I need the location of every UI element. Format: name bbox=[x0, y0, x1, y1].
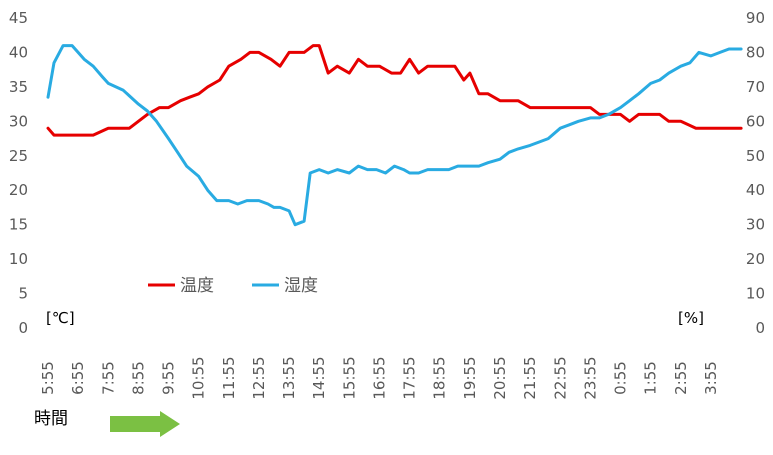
humidity-line bbox=[46, 44, 743, 227]
left-tick-label: 35 bbox=[9, 78, 28, 96]
left-tick-label: 30 bbox=[9, 112, 28, 130]
left-tick-label: 5 bbox=[18, 285, 28, 303]
x-tick-label: 0:55 bbox=[612, 361, 630, 395]
x-tick-label: 9:55 bbox=[160, 361, 178, 395]
legend-label-humidity: 湿度 bbox=[284, 276, 318, 296]
x-tick-label: 11:55 bbox=[220, 356, 238, 399]
right-tick-label: 50 bbox=[746, 147, 765, 165]
x-tick-label: 23:55 bbox=[581, 356, 599, 399]
x-tick-label: 6:55 bbox=[69, 361, 87, 395]
left-axis-unit: [℃] bbox=[46, 309, 75, 327]
left-tick-label: 20 bbox=[9, 181, 28, 199]
left-tick-label: 15 bbox=[9, 216, 28, 234]
x-tick-label: 5:55 bbox=[39, 361, 57, 395]
x-tick-label: 19:55 bbox=[461, 356, 479, 399]
left-tick-label: 10 bbox=[9, 250, 28, 268]
right-tick-label: 70 bbox=[746, 78, 765, 96]
left-tick-label: 45 bbox=[9, 9, 28, 27]
right-tick-label: 40 bbox=[746, 181, 765, 199]
x-tick-label: 10:55 bbox=[190, 356, 208, 399]
x-axis-title: 時間 bbox=[34, 409, 68, 429]
x-tick-label: 13:55 bbox=[280, 356, 298, 399]
x-tick-label: 20:55 bbox=[491, 356, 509, 399]
legend: 温度 湿度 bbox=[148, 276, 318, 296]
x-tick-label: 8:55 bbox=[129, 361, 147, 395]
x-tick-label: 15:55 bbox=[340, 356, 358, 399]
right-tick-label: 60 bbox=[746, 112, 765, 130]
x-axis-ticks: 5:55 6:55 7:55 8:55 9:55 10:55 11:55 12:55 13:55… bbox=[39, 356, 720, 399]
right-tick-label: 10 bbox=[746, 285, 765, 303]
x-tick-label: 12:55 bbox=[250, 356, 268, 399]
left-tick-label: 25 bbox=[9, 147, 28, 165]
time-direction-arrow bbox=[110, 411, 180, 437]
right-axis-unit: [%] bbox=[678, 309, 704, 327]
x-tick-label: 16:55 bbox=[370, 356, 388, 399]
right-tick-label: 0 bbox=[755, 319, 765, 337]
right-tick-label: 80 bbox=[746, 43, 765, 61]
x-tick-label: 18:55 bbox=[431, 356, 449, 399]
legend-label-temperature: 温度 bbox=[180, 276, 214, 296]
left-axis-ticks: 0 5 10 15 20 25 30 35 40 45 bbox=[9, 9, 28, 337]
right-axis-ticks: 0 10 20 30 40 50 60 70 80 90 bbox=[746, 9, 765, 337]
x-tick-label: 21:55 bbox=[521, 356, 539, 399]
right-tick-label: 20 bbox=[746, 250, 765, 268]
x-tick-label: 3:55 bbox=[702, 361, 720, 395]
right-tick-label: 90 bbox=[746, 9, 765, 27]
x-tick-label: 7:55 bbox=[99, 361, 117, 395]
temperature-line bbox=[46, 44, 743, 137]
series-lines bbox=[46, 44, 743, 227]
x-tick-label: 14:55 bbox=[310, 356, 328, 399]
left-tick-label: 40 bbox=[9, 43, 28, 61]
x-tick-label: 2:55 bbox=[672, 361, 690, 395]
x-tick-label: 17:55 bbox=[401, 356, 419, 399]
x-tick-label: 1:55 bbox=[642, 361, 660, 395]
left-tick-label: 0 bbox=[18, 319, 28, 337]
x-tick-label: 22:55 bbox=[551, 356, 569, 399]
right-tick-label: 30 bbox=[746, 216, 765, 234]
